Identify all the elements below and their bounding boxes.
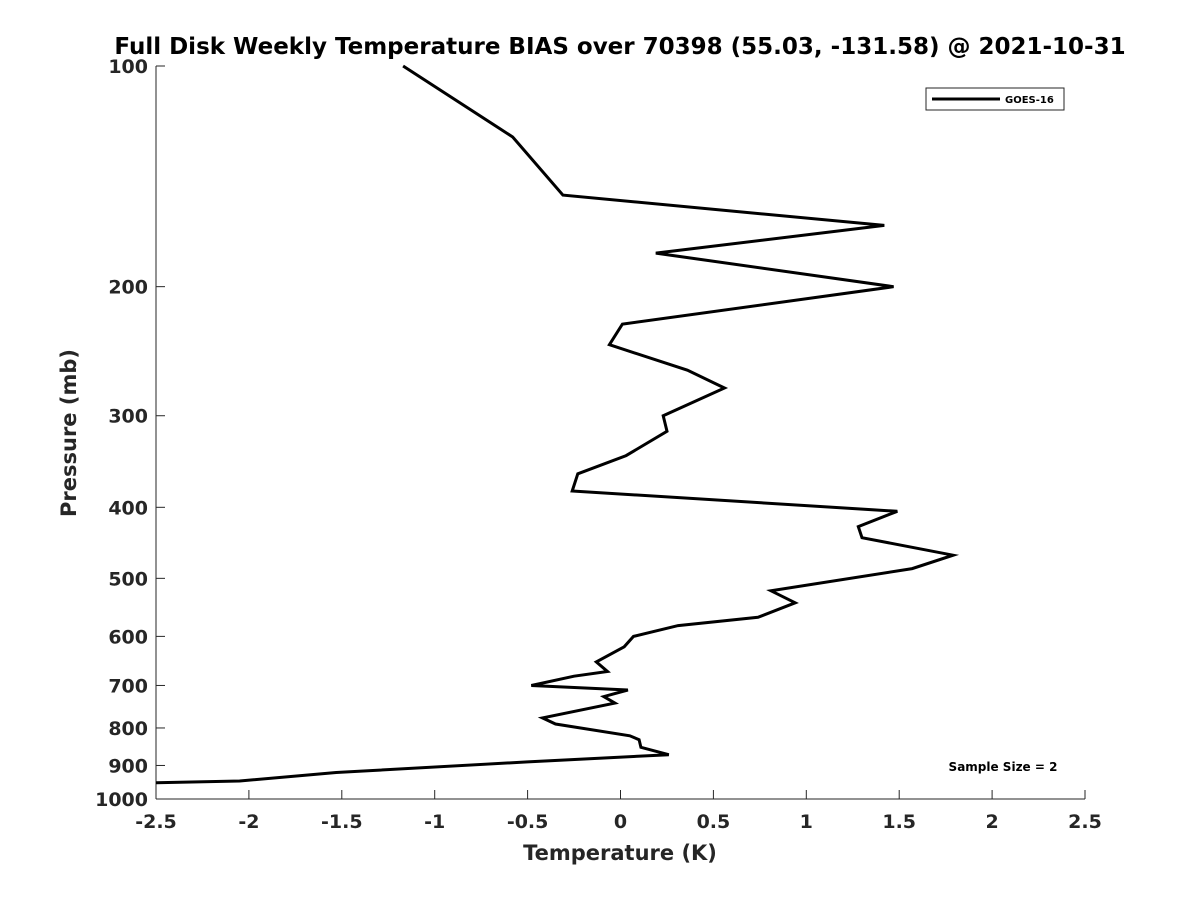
x-tick-label: 2.5 <box>1068 811 1102 833</box>
x-tick-label: -0.5 <box>507 811 549 833</box>
y-tick-label: 800 <box>108 718 148 740</box>
x-tick-label: 2 <box>985 811 998 833</box>
y-tick-label: 500 <box>108 568 148 590</box>
y-axis-label: Pressure (mb) <box>57 349 81 517</box>
sample-size-annotation: Sample Size = 2 <box>949 760 1058 774</box>
legend-entry-goes-16: GOES-16 <box>1005 95 1054 106</box>
x-tick-label: -1 <box>424 811 445 833</box>
x-tick-label: 0.5 <box>697 811 731 833</box>
x-axis-ticks: -2.5 -2 -1.5 -1 -0.5 0 0.5 1 1.5 2 2.5 <box>135 790 1102 833</box>
chart-title: Full Disk Weekly Temperature BIAS over 7… <box>114 34 1125 60</box>
x-tick-label: -2.5 <box>135 811 177 833</box>
y-tick-label: 200 <box>108 277 148 299</box>
y-tick-label: 1000 <box>95 789 148 811</box>
y-tick-label: 100 <box>108 56 148 78</box>
x-tick-label: 1 <box>800 811 813 833</box>
legend: GOES-16 <box>925 87 1065 111</box>
y-tick-label: 400 <box>108 497 148 519</box>
y-tick-label: 600 <box>108 626 148 648</box>
x-tick-label: 0 <box>614 811 627 833</box>
y-tick-label: 900 <box>108 755 148 777</box>
x-axis-label: Temperature (K) <box>523 841 717 865</box>
y-axis-ticks: 100 200 300 400 500 600 700 800 900 1000 <box>95 56 165 811</box>
y-tick-label: 700 <box>108 675 148 697</box>
x-tick-label: -2 <box>238 811 259 833</box>
series-line-goes-16 <box>155 64 960 785</box>
x-tick-label: 1.5 <box>882 811 916 833</box>
series-layer <box>155 64 960 785</box>
x-tick-label: -1.5 <box>321 811 363 833</box>
y-tick-label: 300 <box>108 406 148 428</box>
